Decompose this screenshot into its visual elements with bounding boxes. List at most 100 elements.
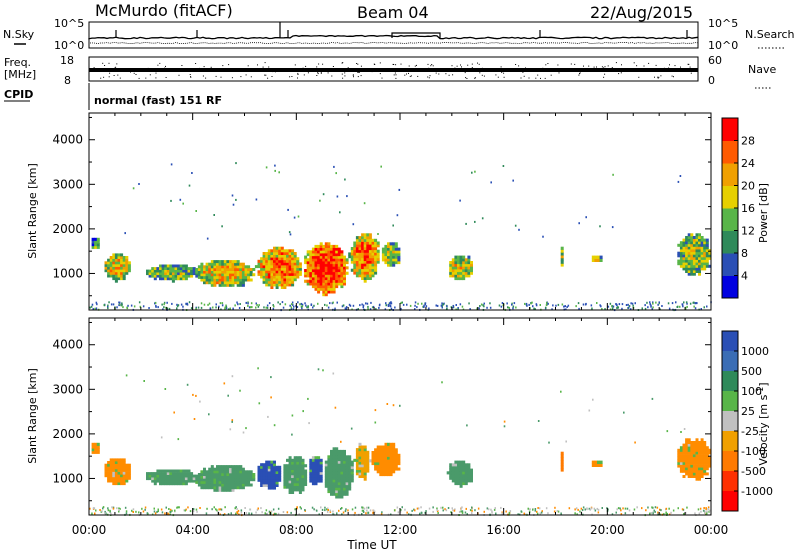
scatter-point [370,301,372,304]
scatter-point [247,302,249,305]
echo-cell [345,271,349,275]
scatter-point [616,307,618,309]
echo-cell [700,459,704,463]
scatter-point [235,162,237,165]
echo-cell [597,255,600,259]
velocity-colorbar-label-sup: -1 [756,387,765,395]
echo-cell [226,262,230,266]
scatter-point [142,510,145,513]
echo-cell [392,453,396,457]
echo-cell [298,482,302,486]
echo-cell [190,479,194,483]
echo-cell [241,478,245,482]
echo-cell [159,472,162,475]
echo-cell [114,458,118,462]
nave-dot [245,74,247,76]
echo-cell [293,267,297,271]
echo-cell [358,445,362,449]
echo-cell [241,273,245,277]
nave-dot [103,76,105,78]
echo-cell [700,446,704,450]
echo-cell [288,464,292,468]
echo-cell [218,467,222,471]
echo-cell [288,249,292,253]
echo-cell [120,476,124,480]
echo-cell [449,476,453,480]
echo-cell [703,469,707,473]
echo-cell [366,249,370,253]
echo-cell [164,274,168,278]
echo-cell [363,252,367,256]
echo-cell [687,236,691,239]
echo-cell [262,270,266,274]
nave-dot [108,76,110,78]
echo-cell [177,277,181,281]
echo-cell [454,468,458,472]
echo-cell [298,265,302,269]
scatter-point [255,306,257,309]
echo-cell [234,467,238,471]
echo-cell [345,490,349,494]
echo-cell [381,250,385,254]
echo-cell [177,272,181,276]
echo-cell [231,465,235,469]
echo-cell [381,459,385,463]
echo-cell [314,464,318,467]
scatter-point [340,440,342,443]
scatter-point [563,305,565,308]
beam-title: Beam 04 [357,3,429,22]
echo-cell [296,480,300,484]
scatter-point [656,506,659,509]
scatter-point [165,506,167,509]
echo-cell [192,272,196,276]
scatter-point [393,509,396,512]
scatter-point [141,507,143,510]
echo-cell [190,477,194,481]
echo-cell [376,252,380,256]
echo-cell [197,275,201,279]
scatter-point [215,306,217,309]
echo-cell [262,254,266,258]
scatter-point [291,301,294,304]
echo-cell [457,466,460,470]
echo-cell [203,467,206,471]
echo-cell [376,451,380,455]
scatter-point [232,203,235,206]
echo-cell [249,270,253,274]
scatter-point [270,376,272,379]
echo-cell [700,243,704,247]
echo-cell [306,250,310,254]
echo-cell [690,464,694,468]
echo-cell [208,262,212,266]
echo-cell [337,458,341,462]
echo-cell [244,473,248,476]
scatter-point [307,397,309,400]
echo-cell [218,262,222,266]
echo-cell [314,269,318,273]
echo-cell [695,259,699,263]
echo-cell [705,249,709,253]
echo-region [91,237,100,249]
scatter-point [505,510,507,513]
power-colorbar-tick-label: 16 [741,202,755,215]
echo-cell [210,281,214,285]
scatter-point [601,507,603,509]
scatter-point [457,307,459,309]
echo-cell [454,474,458,478]
echo-cell [107,274,111,278]
echo-cell [270,286,274,289]
echo-cell [293,464,297,468]
echo-cell [692,272,696,276]
scatter-point [446,305,448,308]
echo-cell [179,267,183,270]
echo-cell [692,236,696,239]
echo-cell [358,249,362,253]
echo-cell [218,265,222,269]
echo-cell [127,466,131,470]
nave-dot [431,64,433,65]
echo-cell [324,476,328,480]
echo-cell [363,247,367,251]
echo-cell [244,268,248,271]
nave-dot [316,75,318,76]
scatter-point [118,510,120,513]
